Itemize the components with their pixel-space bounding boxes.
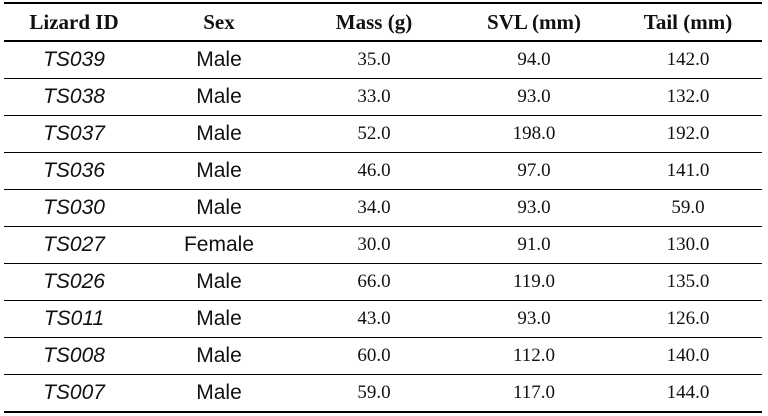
cell-sex: Male	[144, 189, 294, 227]
cell-sex: Male	[144, 152, 294, 190]
cell-sex: Male	[144, 263, 294, 301]
cell-sex: Male	[144, 115, 294, 153]
cell-tail: 144.0	[614, 374, 762, 413]
table-body: TS039 Male 35.0 94.0 142.0 TS038 Male 33…	[4, 41, 762, 413]
header-lizard-id: Lizard ID	[4, 2, 144, 42]
cell-sex: Male	[144, 41, 294, 79]
cell-lizard-id: TS011	[4, 300, 144, 338]
table-row: TS008 Male 60.0 112.0 140.0	[4, 337, 762, 375]
table-row: TS030 Male 34.0 93.0 59.0	[4, 189, 762, 227]
table-row: TS039 Male 35.0 94.0 142.0	[4, 41, 762, 79]
cell-mass: 33.0	[294, 78, 454, 116]
cell-lizard-id: TS027	[4, 226, 144, 264]
cell-tail: 59.0	[614, 189, 762, 227]
cell-mass: 35.0	[294, 41, 454, 79]
header-row: Lizard ID Sex Mass (g) SVL (mm) Tail (mm…	[4, 2, 762, 42]
cell-mass: 43.0	[294, 300, 454, 338]
cell-tail: 132.0	[614, 78, 762, 116]
lizard-data-table: Lizard ID Sex Mass (g) SVL (mm) Tail (mm…	[4, 2, 762, 413]
header-tail: Tail (mm)	[614, 2, 762, 42]
cell-svl: 97.0	[454, 152, 614, 190]
cell-lizard-id: TS008	[4, 337, 144, 375]
cell-svl: 117.0	[454, 374, 614, 413]
lizard-data-table-container: Lizard ID Sex Mass (g) SVL (mm) Tail (mm…	[4, 2, 762, 413]
table-row: TS011 Male 43.0 93.0 126.0	[4, 300, 762, 338]
cell-tail: 141.0	[614, 152, 762, 190]
cell-lizard-id: TS036	[4, 152, 144, 190]
cell-svl: 91.0	[454, 226, 614, 264]
cell-tail: 142.0	[614, 41, 762, 79]
cell-tail: 135.0	[614, 263, 762, 301]
cell-svl: 93.0	[454, 300, 614, 338]
cell-tail: 140.0	[614, 337, 762, 375]
cell-tail: 126.0	[614, 300, 762, 338]
cell-svl: 198.0	[454, 115, 614, 153]
cell-sex: Male	[144, 78, 294, 116]
cell-lizard-id: TS037	[4, 115, 144, 153]
cell-mass: 59.0	[294, 374, 454, 413]
cell-sex: Male	[144, 337, 294, 375]
cell-lizard-id: TS007	[4, 374, 144, 413]
cell-svl: 112.0	[454, 337, 614, 375]
header-mass: Mass (g)	[294, 2, 454, 42]
table-row: TS007 Male 59.0 117.0 144.0	[4, 374, 762, 413]
cell-mass: 30.0	[294, 226, 454, 264]
cell-sex: Male	[144, 300, 294, 338]
cell-mass: 60.0	[294, 337, 454, 375]
cell-sex: Female	[144, 226, 294, 264]
cell-tail: 192.0	[614, 115, 762, 153]
table-row: TS026 Male 66.0 119.0 135.0	[4, 263, 762, 301]
cell-sex: Male	[144, 374, 294, 413]
header-svl: SVL (mm)	[454, 2, 614, 42]
table-row: TS027 Female 30.0 91.0 130.0	[4, 226, 762, 264]
table-row: TS037 Male 52.0 198.0 192.0	[4, 115, 762, 153]
cell-mass: 46.0	[294, 152, 454, 190]
cell-tail: 130.0	[614, 226, 762, 264]
cell-svl: 93.0	[454, 189, 614, 227]
cell-svl: 93.0	[454, 78, 614, 116]
cell-mass: 34.0	[294, 189, 454, 227]
table-row: TS038 Male 33.0 93.0 132.0	[4, 78, 762, 116]
cell-lizard-id: TS026	[4, 263, 144, 301]
table-header: Lizard ID Sex Mass (g) SVL (mm) Tail (mm…	[4, 2, 762, 42]
table-row: TS036 Male 46.0 97.0 141.0	[4, 152, 762, 190]
cell-mass: 52.0	[294, 115, 454, 153]
cell-lizard-id: TS030	[4, 189, 144, 227]
cell-svl: 119.0	[454, 263, 614, 301]
header-sex: Sex	[144, 2, 294, 42]
cell-mass: 66.0	[294, 263, 454, 301]
cell-lizard-id: TS039	[4, 41, 144, 79]
cell-svl: 94.0	[454, 41, 614, 79]
cell-lizard-id: TS038	[4, 78, 144, 116]
